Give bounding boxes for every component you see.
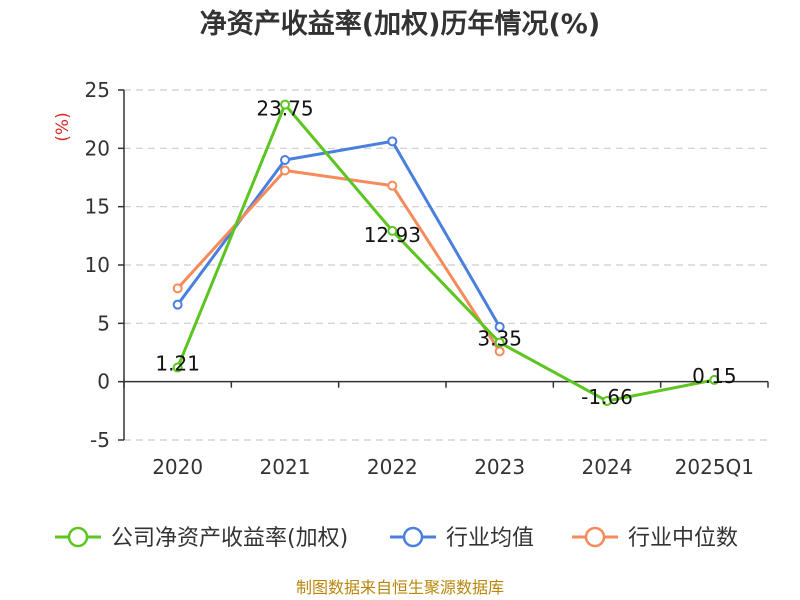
y-tick-label: 20 xyxy=(85,136,110,160)
y-tick-label: 0 xyxy=(97,370,110,394)
legend-item: 行业中位数 xyxy=(572,526,738,551)
data-label: 23.75 xyxy=(256,97,313,121)
legend-label: 行业中位数 xyxy=(628,526,738,551)
y-tick-label: 10 xyxy=(85,253,110,277)
legend-marker-icon xyxy=(67,526,89,548)
source-note: 制图数据来自恒生聚源数据库 xyxy=(296,578,504,597)
series-line xyxy=(176,169,501,353)
axes xyxy=(118,89,769,441)
y-axis-unit-label: (%) xyxy=(53,112,73,141)
legend-marker-icon xyxy=(584,526,606,548)
y-tick-labels: -5 0 5 10 15 20 25 xyxy=(85,78,110,452)
data-label: 12.93 xyxy=(364,223,421,247)
series-company xyxy=(172,99,720,407)
data-point xyxy=(172,299,183,310)
x-tick-labels: 2020 2021 2022 2023 2024 2025Q1 xyxy=(152,455,754,479)
chart-title: 净资产收益率(加权)历年情况(%) xyxy=(200,8,600,40)
data-point xyxy=(280,155,290,165)
data-point xyxy=(387,225,398,236)
legend-label: 行业均值 xyxy=(446,526,534,551)
data-label: -1.66 xyxy=(581,385,633,409)
data-label: 1.21 xyxy=(155,352,200,376)
series-layer xyxy=(172,99,720,407)
x-tick-label: 2022 xyxy=(367,455,418,479)
data-point xyxy=(172,362,183,373)
data-point xyxy=(387,180,398,191)
data-point xyxy=(494,321,505,332)
x-tick-label: 2025Q1 xyxy=(675,455,754,479)
legend-marker-icon xyxy=(402,526,424,548)
data-point xyxy=(709,374,720,385)
x-tick-label: 2020 xyxy=(152,455,203,479)
legend-item: 行业均值 xyxy=(390,526,534,551)
data-label: 3.35 xyxy=(477,327,522,351)
legend-label: 公司净资产收益率(加权) xyxy=(111,526,348,551)
x-tick-label: 2024 xyxy=(582,455,633,479)
data-point xyxy=(494,337,505,348)
data-point xyxy=(602,396,612,407)
legend-item: 公司净资产收益率(加权) xyxy=(55,526,348,551)
x-tick-label: 2023 xyxy=(474,455,525,479)
legend: 公司净资产收益率(加权) 行业均值 行业中位数 xyxy=(55,526,738,551)
data-label: 0.15 xyxy=(692,364,737,388)
y-tick-label: 15 xyxy=(85,195,110,219)
data-point xyxy=(387,136,398,147)
x-tick-label: 2021 xyxy=(260,455,311,479)
series-industry-median xyxy=(172,165,505,357)
data-point xyxy=(172,283,183,294)
series-line xyxy=(176,103,715,403)
data-labels: 1.21 23.75 12.93 3.35 -1.66 0.15 xyxy=(155,97,736,409)
data-point xyxy=(280,165,290,176)
y-tick-label: 5 xyxy=(97,311,110,335)
y-tick-label: -5 xyxy=(90,428,110,452)
y-tick-label: 25 xyxy=(85,78,110,102)
data-point xyxy=(280,99,290,110)
